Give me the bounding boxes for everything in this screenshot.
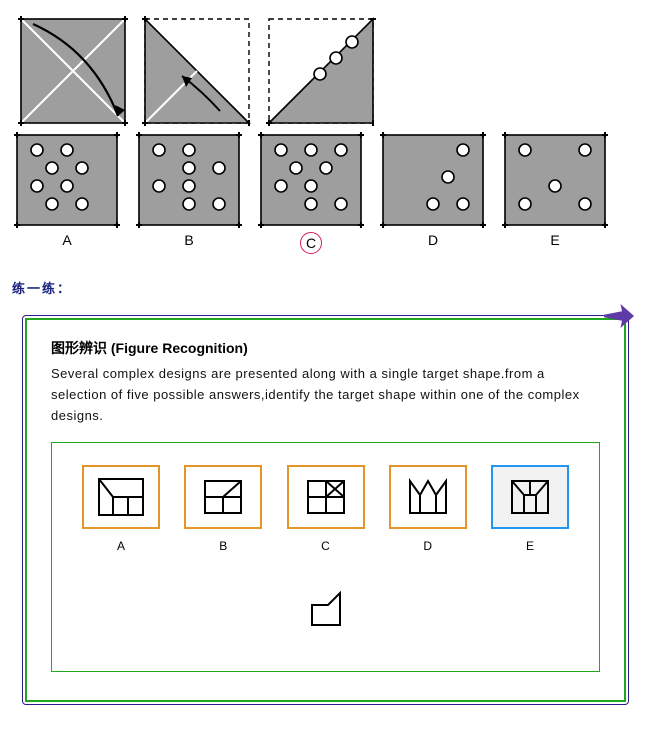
practice-label: 练一练： xyxy=(12,278,639,297)
label-A: A xyxy=(12,232,122,254)
folding-option-A xyxy=(12,130,122,230)
figure-B xyxy=(197,475,249,519)
fold-step-2 xyxy=(142,16,252,126)
label-B: B xyxy=(134,232,244,254)
figure-E xyxy=(504,475,556,519)
choice-C: C xyxy=(287,465,365,553)
choice-E: E xyxy=(491,465,569,553)
folding-option-C xyxy=(256,130,366,230)
figure-D xyxy=(402,475,454,519)
choice-D: D xyxy=(389,465,467,553)
panel-title: 图形辨识 (Figure Recognition) xyxy=(51,338,600,358)
folding-option-D xyxy=(378,130,488,230)
folding-option-E xyxy=(500,130,610,230)
figure-A xyxy=(95,475,147,519)
label-D: D xyxy=(378,232,488,254)
target-shape xyxy=(82,587,569,631)
panel-description: Several complex designs are presented al… xyxy=(51,364,600,426)
choices-box: A B xyxy=(51,442,600,672)
label-E: E xyxy=(500,232,610,254)
choice-B: B xyxy=(184,465,262,553)
folding-labels: A B C D E xyxy=(12,232,639,254)
target-figure xyxy=(302,587,350,631)
figure-recognition-panel: 图形辨识 (Figure Recognition) Several comple… xyxy=(22,315,629,705)
choice-A: A xyxy=(82,465,160,553)
fold-step-1 xyxy=(18,16,128,126)
folding-steps xyxy=(18,16,639,126)
figure-C xyxy=(300,475,352,519)
fold-step-3 xyxy=(266,16,376,126)
label-C: C xyxy=(256,232,366,254)
folding-answer-row xyxy=(12,130,639,230)
folding-option-B xyxy=(134,130,244,230)
